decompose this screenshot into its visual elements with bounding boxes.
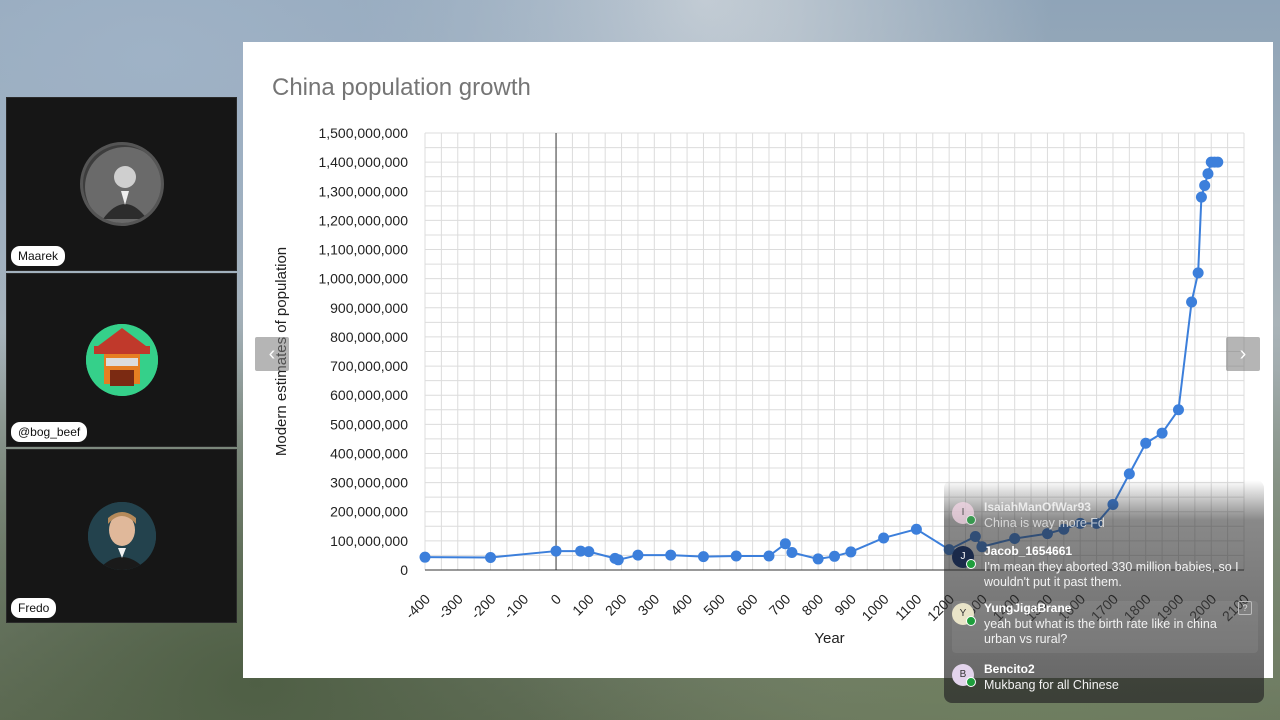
y-tick-label: 800,000,000	[330, 329, 408, 345]
x-tick-label: -200	[468, 591, 499, 622]
y-tick-label: 1,300,000,000	[318, 183, 408, 199]
y-tick-label: 500,000,000	[330, 416, 408, 432]
participant-tile-bog-beef[interactable]: @bog_beef	[6, 273, 237, 447]
y-tick-label: 0	[400, 562, 408, 578]
avatar	[79, 142, 164, 226]
participant-name: Maarek	[11, 246, 66, 266]
x-tick-label: 0	[547, 591, 564, 608]
data-point	[812, 553, 824, 565]
data-point	[575, 545, 587, 557]
chevron-right-icon: ›	[1239, 343, 1247, 365]
chat-text: yeah but what is the birth rate like in …	[984, 617, 1217, 646]
data-point	[419, 551, 431, 563]
y-tick-label: 600,000,000	[330, 387, 408, 403]
y-tick-label: 900,000,000	[330, 300, 408, 316]
chat-text: I'm mean they aborted 330 million babies…	[984, 560, 1239, 589]
chat-text: Mukbang for all Chinese	[984, 678, 1119, 692]
y-tick-label: 300,000,000	[330, 475, 408, 491]
chat-username[interactable]: IsaiahManOfWar93	[984, 500, 1091, 514]
x-tick-label: 1000	[858, 591, 891, 624]
next-slide-button[interactable]: ›	[1226, 337, 1260, 371]
participant-tile-maarek[interactable]: Maarek	[6, 97, 237, 271]
x-tick-label: 500	[700, 591, 728, 619]
data-point	[1172, 404, 1184, 416]
data-point	[878, 532, 890, 544]
data-point	[786, 547, 798, 559]
x-tick-label: 900	[831, 591, 859, 619]
participant-name: Fredo	[11, 598, 57, 618]
data-point	[763, 550, 775, 562]
x-tick-label: -100	[500, 591, 531, 622]
y-tick-label: 1,400,000,000	[318, 154, 408, 170]
y-tick-label: 700,000,000	[330, 358, 408, 374]
kick-badge-icon	[966, 559, 976, 569]
data-point	[697, 551, 709, 563]
data-point	[779, 538, 791, 550]
kick-badge-icon	[966, 616, 976, 626]
avatar	[85, 324, 158, 396]
chevron-left-icon: ‹	[268, 343, 276, 365]
data-point	[485, 551, 497, 563]
data-point	[632, 549, 644, 561]
data-point	[1195, 191, 1207, 203]
chat-message: J Jacob_1654661 I'm mean they aborted 33…	[952, 544, 1258, 596]
x-tick-label: -400	[402, 591, 433, 622]
kick-badge-icon	[966, 677, 976, 687]
data-point	[829, 550, 840, 562]
data-point	[910, 523, 922, 535]
data-point	[1212, 156, 1224, 168]
data-point	[1123, 468, 1135, 480]
x-tick-label: 600	[733, 591, 761, 619]
data-point	[583, 546, 595, 558]
chat-message: Y YungJigaBrane yeah but what is the bir…	[952, 601, 1258, 653]
x-tick-label: 200	[602, 591, 630, 619]
chat-message: I IsaiahManOfWar93 China is way more Fd	[952, 500, 1258, 542]
data-point	[730, 550, 742, 562]
chat-panel: I IsaiahManOfWar93 China is way more Fd …	[944, 480, 1264, 703]
chat-username[interactable]: Bencito2	[984, 662, 1035, 676]
data-point	[845, 546, 857, 558]
y-tick-label: 1,200,000,000	[318, 212, 408, 228]
y-tick-label: 1,100,000,000	[318, 242, 408, 258]
chat-username[interactable]: Jacob_1654661	[984, 544, 1073, 558]
chat-username[interactable]: YungJigaBrane	[984, 601, 1072, 615]
data-point	[1156, 427, 1168, 439]
y-tick-label: 1,000,000,000	[318, 271, 408, 287]
x-tick-label: -300	[435, 591, 466, 622]
kick-badge-icon	[966, 515, 976, 525]
data-point	[612, 554, 624, 566]
more-icon[interactable]: ?	[1238, 601, 1252, 615]
chart-title: China population growth	[272, 74, 531, 101]
y-tick-label: 400,000,000	[330, 445, 408, 461]
data-point	[550, 545, 562, 557]
avatar	[87, 502, 156, 570]
previous-slide-button[interactable]: ‹	[255, 337, 289, 371]
participant-tile-fredo[interactable]: Fredo	[6, 449, 237, 623]
y-tick-label: 1,500,000,000	[318, 125, 408, 141]
data-point	[1192, 267, 1204, 279]
chat-message: B Bencito2 Mukbang for all Chinese	[952, 662, 1258, 698]
data-point	[1140, 437, 1152, 449]
x-tick-label: 800	[798, 591, 826, 619]
data-point	[1199, 179, 1211, 191]
x-axis-title: Year	[814, 630, 844, 647]
y-tick-label: 100,000,000	[330, 533, 408, 549]
y-tick-label: 200,000,000	[330, 504, 408, 520]
x-tick-label: 100	[569, 591, 597, 619]
x-tick-label: 700	[766, 591, 794, 619]
x-tick-label: 400	[667, 591, 695, 619]
x-tick-label: 1100	[892, 591, 925, 624]
x-tick-label: 300	[635, 591, 663, 619]
participant-name: @bog_beef	[11, 422, 88, 442]
data-point	[1186, 296, 1198, 308]
chat-text: China is way more Fd	[984, 516, 1105, 530]
data-point	[1202, 168, 1214, 180]
data-point	[665, 549, 677, 561]
